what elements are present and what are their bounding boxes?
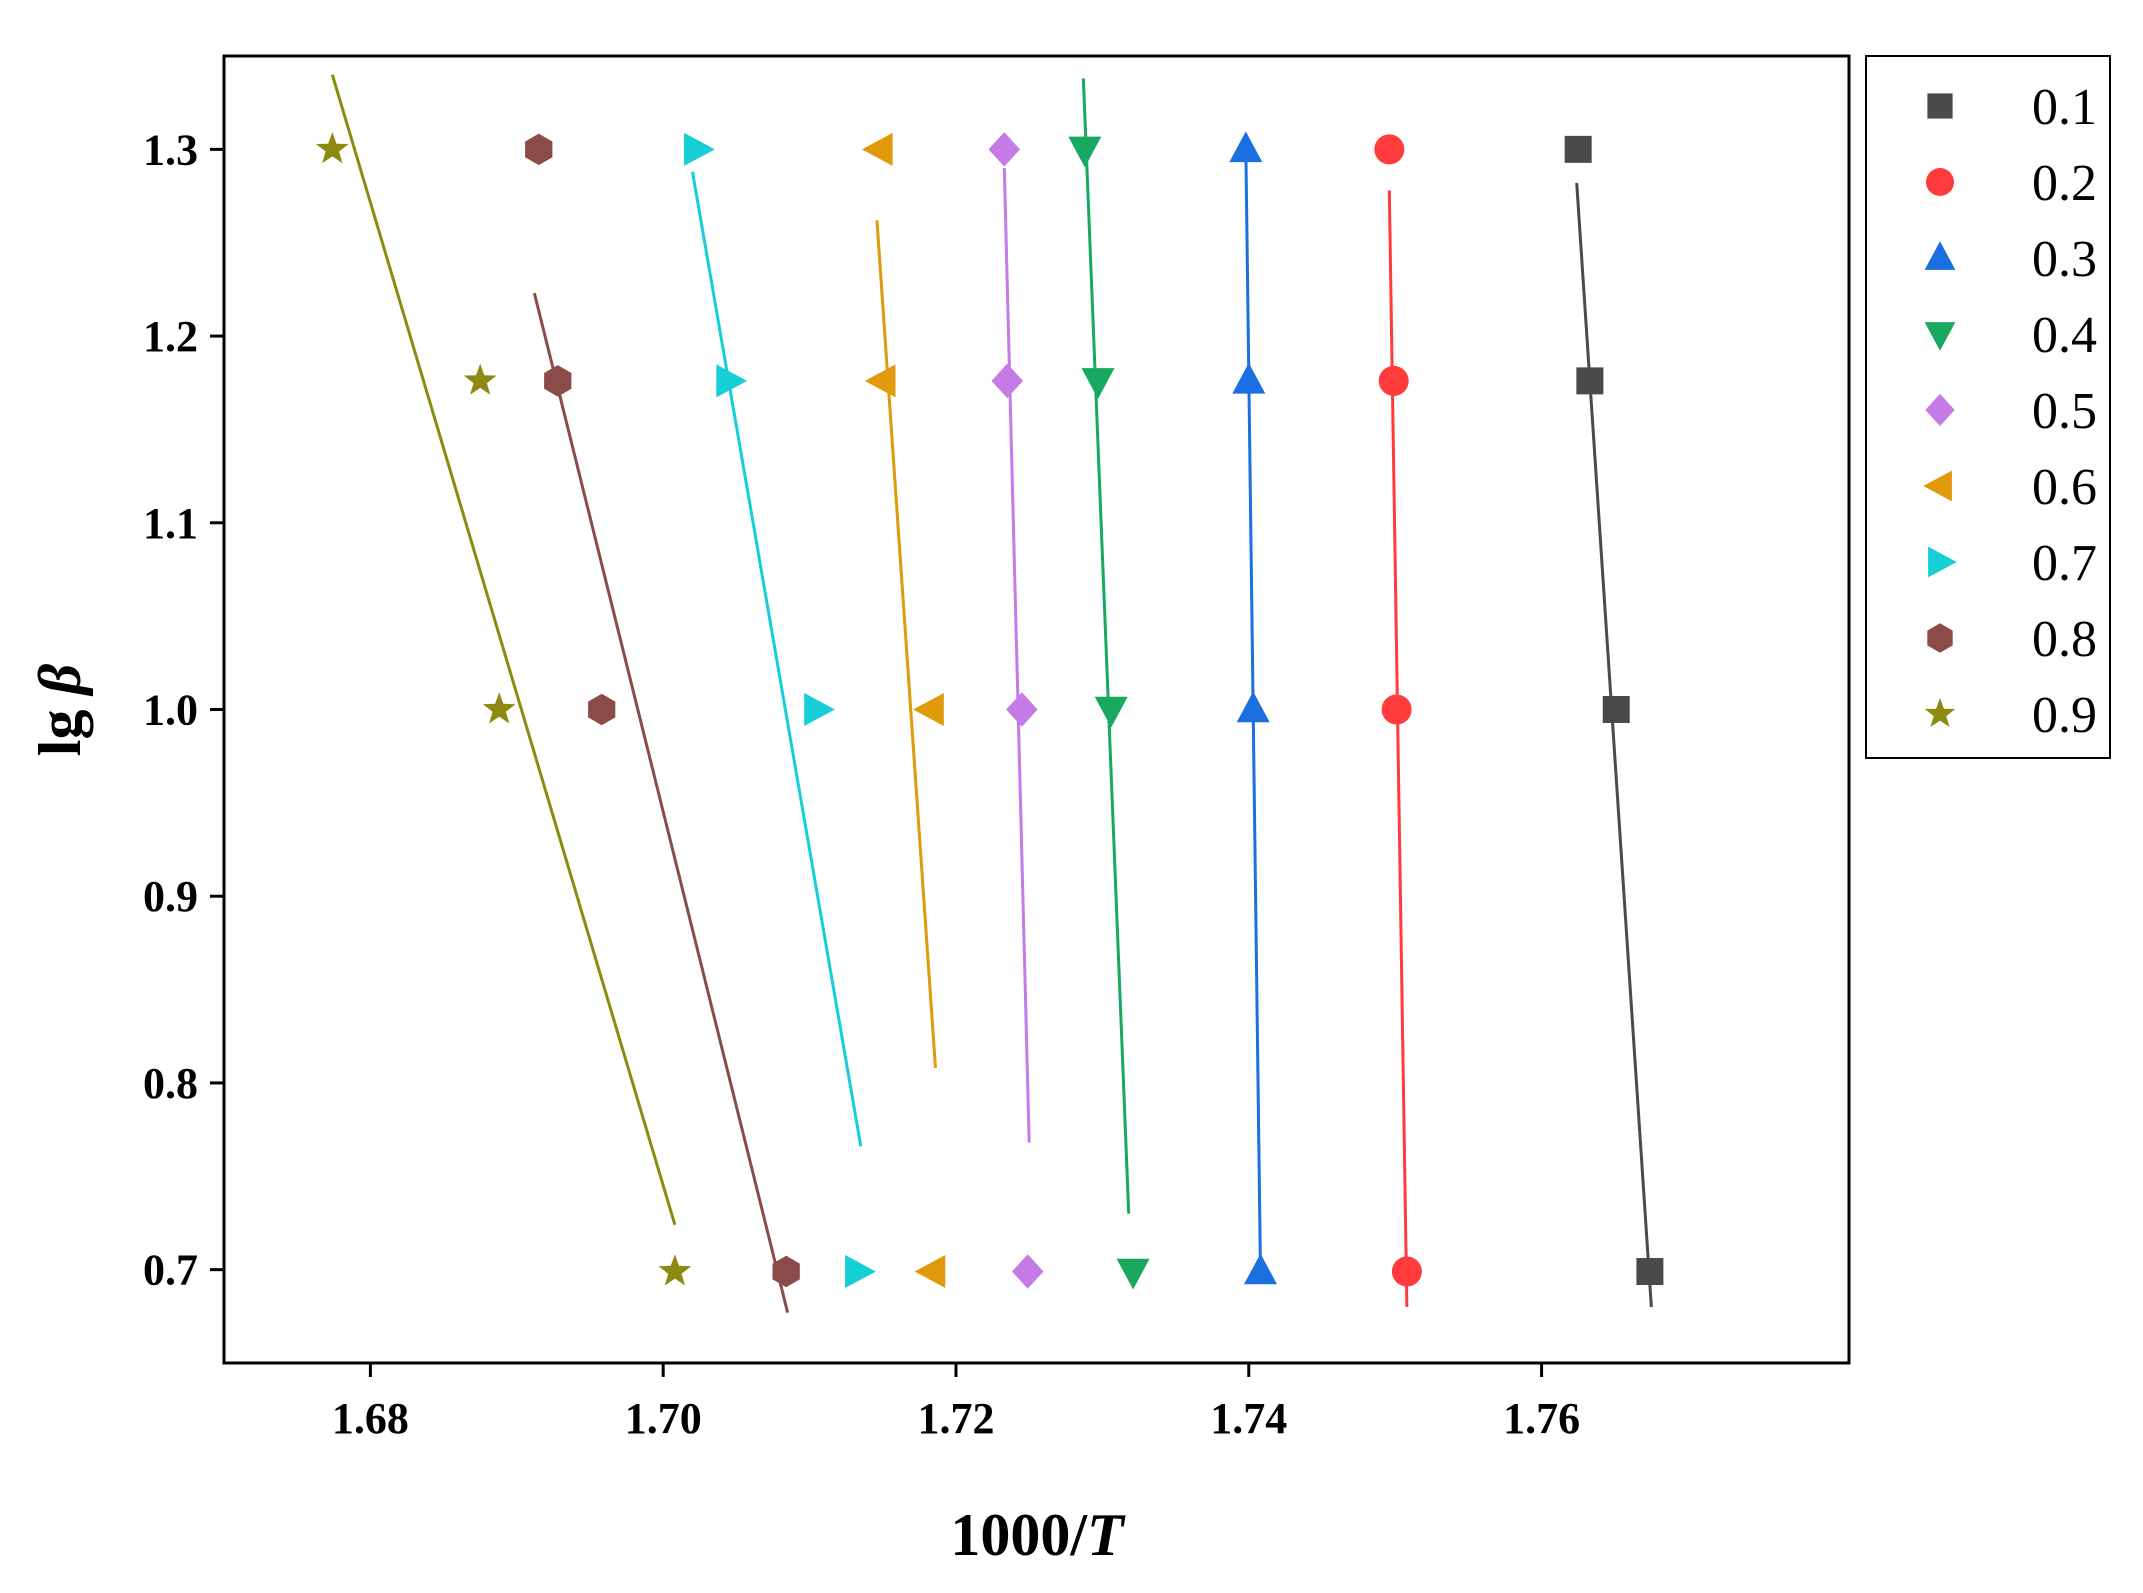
point-0.9 <box>482 692 516 724</box>
y-tick-label: 0.8 <box>143 1059 198 1108</box>
legend-label: 0.3 <box>2032 231 2097 288</box>
legend-marker-0.5 <box>1925 393 1955 427</box>
y-tick-label: 0.9 <box>143 872 198 921</box>
point-0.1 <box>1576 367 1604 395</box>
point-0.2 <box>1378 365 1409 396</box>
legend-label: 0.7 <box>2032 535 2097 592</box>
point-0.9 <box>658 1254 692 1286</box>
fit-line-0.2 <box>1387 190 1409 1308</box>
y-tick-label: 1.3 <box>143 125 198 174</box>
legend: 0.1 0.2 0.3 0.4 0.5 0.6 0.7 0.8 0.9 <box>1865 55 2111 759</box>
point-0.5 <box>1012 1254 1044 1289</box>
x-axis-ticks: 1.68 1.70 1.72 1.74 1.76 <box>332 1363 1580 1443</box>
legend-label: 0.5 <box>2032 383 2097 440</box>
legend-marker-0.6 <box>1923 470 1952 502</box>
point-0.7 <box>804 693 835 726</box>
legend-marker-0.2 <box>1926 168 1954 196</box>
point-0.8 <box>544 365 572 397</box>
point-0.2 <box>1381 694 1412 725</box>
point-0.4 <box>1068 136 1102 168</box>
x-tick-label: 1.68 <box>332 1394 409 1443</box>
fit-line-0.8 <box>532 292 790 1313</box>
point-0.6 <box>861 132 893 166</box>
x-tick-label: 1.76 <box>1503 1394 1580 1443</box>
legend-label: 0.6 <box>2032 459 2097 516</box>
fit-line-0.6 <box>875 220 937 1069</box>
point-0.3 <box>1232 362 1266 394</box>
point-0.9 <box>315 132 349 164</box>
fit-line-0.7 <box>690 171 863 1147</box>
point-0.4 <box>1116 1258 1150 1290</box>
fit-lines <box>330 74 1653 1313</box>
point-0.3 <box>1236 691 1270 723</box>
data-points <box>315 131 1664 1290</box>
y-axis-title: lg β <box>27 664 93 757</box>
legend-label: 0.8 <box>2032 611 2097 668</box>
legend-marker-0.7 <box>1928 546 1957 578</box>
legend-marker-0.8 <box>1927 623 1953 653</box>
x-axis-title: 1000/T <box>950 1502 1126 1568</box>
x-tick-label: 1.74 <box>1210 1394 1287 1443</box>
point-0.4 <box>1094 696 1128 728</box>
point-0.9 <box>463 363 497 395</box>
fit-line-0.5 <box>1002 167 1031 1143</box>
legend-box <box>1865 55 2111 759</box>
legend-marker-0.4 <box>1924 322 1956 351</box>
point-0.6 <box>864 364 896 398</box>
legend-marker-0.9 <box>1924 697 1956 727</box>
legend-label: 0.2 <box>2032 155 2097 212</box>
x-tick-label: 1.72 <box>917 1394 994 1443</box>
fit-line-0.9 <box>330 74 677 1226</box>
y-tick-label: 1.2 <box>143 312 198 361</box>
point-0.7 <box>845 1255 876 1288</box>
point-0.6 <box>914 1255 946 1288</box>
point-0.8 <box>525 133 553 166</box>
fit-line-0.4 <box>1081 78 1131 1214</box>
fit-line-0.1 <box>1575 182 1653 1308</box>
point-0.4 <box>1081 368 1115 399</box>
point-0.1 <box>1636 1258 1664 1286</box>
y-tick-label: 0.7 <box>143 1246 198 1295</box>
y-axis-ticks: 0.7 0.8 0.9 1.0 1.1 1.2 1.3 <box>143 125 224 1295</box>
y-tick-label: 1.0 <box>143 686 198 735</box>
point-0.7 <box>716 364 748 398</box>
legend-marker-0.1 <box>1927 93 1953 119</box>
point-0.1 <box>1564 135 1592 163</box>
point-0.6 <box>913 693 944 726</box>
point-0.2 <box>1374 134 1405 165</box>
point-0.3 <box>1229 131 1263 163</box>
point-0.5 <box>1006 692 1038 727</box>
point-0.5 <box>991 363 1023 399</box>
point-0.1 <box>1602 696 1630 723</box>
legend-label: 0.1 <box>2032 79 2097 136</box>
legend-label: 0.9 <box>2032 687 2097 744</box>
point-0.2 <box>1391 1256 1422 1287</box>
x-tick-label: 1.70 <box>625 1394 702 1443</box>
legend-label: 0.4 <box>2032 307 2097 364</box>
point-0.7 <box>684 132 715 166</box>
point-0.8 <box>588 693 616 726</box>
y-tick-label: 1.1 <box>143 499 198 548</box>
point-0.5 <box>988 132 1020 167</box>
point-0.8 <box>772 1255 800 1288</box>
point-0.3 <box>1244 1253 1277 1285</box>
legend-marker-0.3 <box>1924 241 1956 270</box>
